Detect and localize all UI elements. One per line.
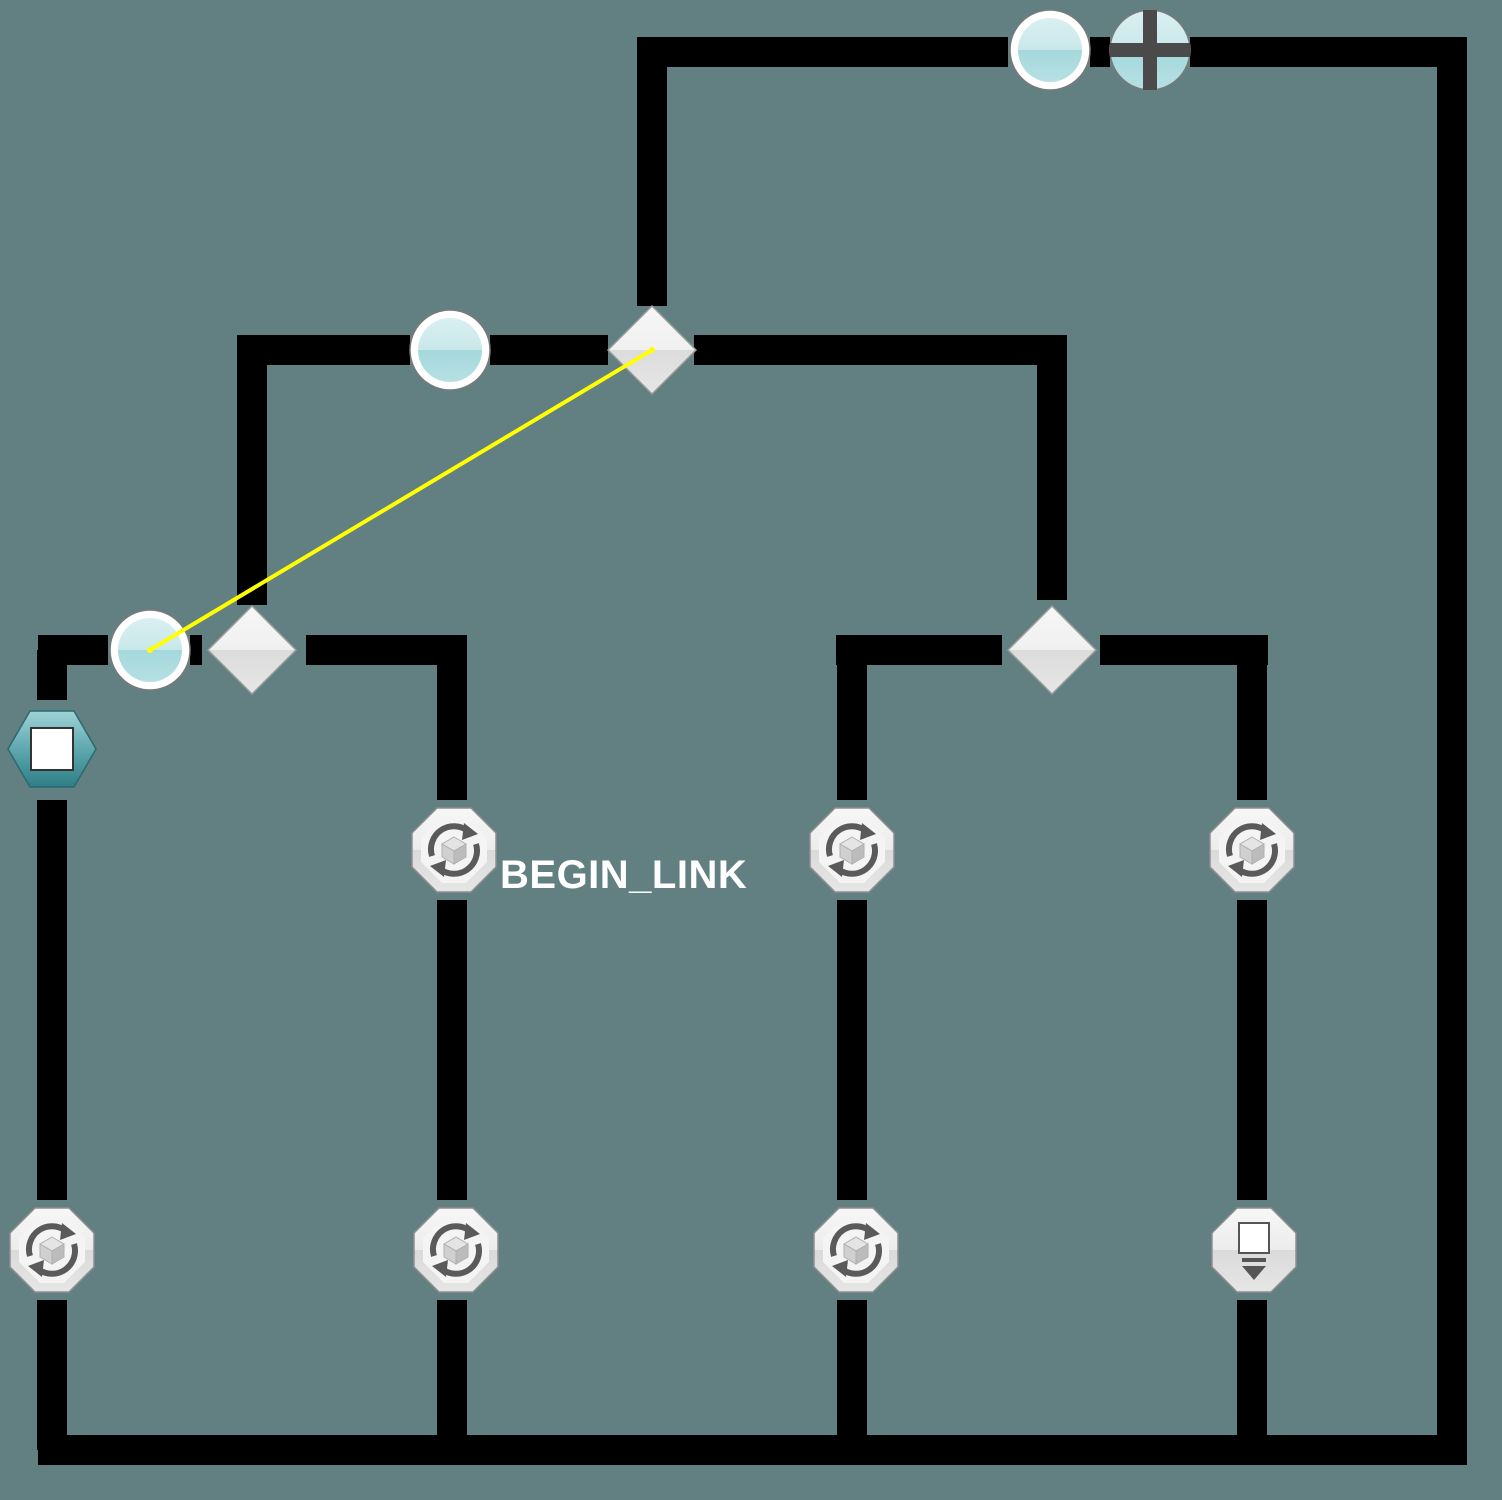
stop-node[interactable] xyxy=(7,710,97,788)
start-event-mid[interactable] xyxy=(409,309,491,391)
loop-task-3[interactable] xyxy=(1210,808,1294,892)
link-anchor-start xyxy=(147,647,153,653)
parallel-join-top[interactable] xyxy=(1109,9,1191,91)
loop-task-1[interactable] xyxy=(412,808,496,892)
loop-task-6[interactable] xyxy=(814,1208,898,1292)
download-icon xyxy=(1238,1222,1270,1280)
download-task[interactable] xyxy=(1211,1207,1297,1293)
begin-link-line xyxy=(148,348,654,652)
loop-task-5[interactable] xyxy=(414,1208,498,1292)
stop-square-icon xyxy=(30,727,74,771)
begin-link-label: BEGIN_LINK xyxy=(500,853,748,897)
xor-gateway-right[interactable] xyxy=(1007,605,1097,695)
connector-wires xyxy=(37,37,1467,1465)
start-event-top[interactable] xyxy=(1009,9,1091,91)
loop-task-2[interactable] xyxy=(810,808,894,892)
link-anchor-end xyxy=(649,347,655,353)
loop-task-4[interactable] xyxy=(10,1208,94,1292)
xor-gateway-left[interactable] xyxy=(207,605,297,695)
